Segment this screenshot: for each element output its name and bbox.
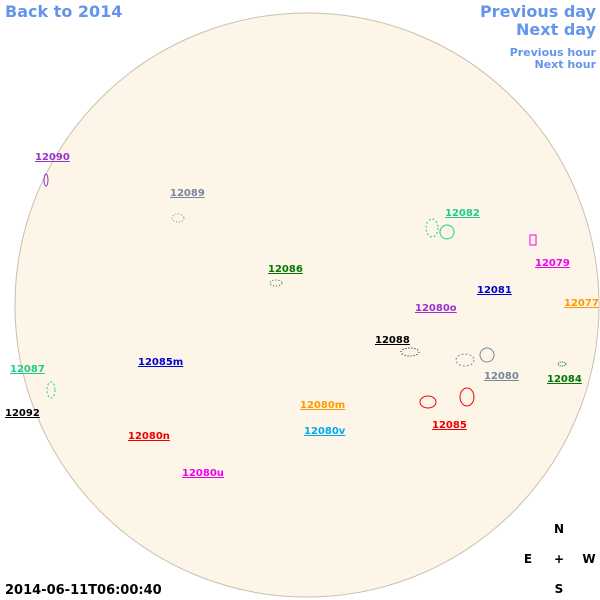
region-label[interactable]: 12090 bbox=[35, 152, 70, 163]
compass-n: N bbox=[554, 522, 564, 536]
spot bbox=[171, 213, 185, 223]
region-label[interactable]: 12086 bbox=[268, 264, 303, 275]
region-label[interactable]: 12080o bbox=[415, 303, 457, 314]
region-label[interactable]: 12081 bbox=[477, 285, 512, 296]
region-label[interactable]: 12087 bbox=[10, 364, 45, 375]
region-label[interactable]: 12082 bbox=[445, 208, 480, 219]
next-day-link[interactable]: Next day bbox=[516, 20, 597, 39]
solar-disk bbox=[14, 12, 600, 598]
region-label[interactable]: 12080 bbox=[484, 371, 519, 382]
spot bbox=[529, 234, 537, 246]
prev-day-link[interactable]: Previous day bbox=[480, 2, 597, 21]
spot bbox=[419, 395, 437, 409]
spot bbox=[479, 347, 495, 363]
compass-w: W bbox=[582, 552, 595, 566]
region-label[interactable]: 12080n bbox=[128, 431, 170, 442]
spot bbox=[557, 361, 567, 367]
prev-hour-link[interactable]: Previous hour bbox=[510, 46, 597, 59]
spot bbox=[269, 279, 283, 287]
spot bbox=[459, 387, 475, 407]
region-label[interactable]: 12084 bbox=[547, 374, 582, 385]
region-label[interactable]: 12088 bbox=[375, 335, 410, 346]
region-label[interactable]: 12085 bbox=[432, 420, 467, 431]
spot bbox=[43, 173, 49, 187]
compass-center: + bbox=[554, 552, 564, 566]
spots bbox=[43, 173, 567, 409]
region-label[interactable]: 12092 bbox=[5, 408, 40, 419]
spot bbox=[400, 347, 420, 357]
region-label[interactable]: 12079 bbox=[535, 258, 570, 269]
region-label[interactable]: 12085m bbox=[138, 357, 183, 368]
timestamp: 2014-06-11T06:00:40 bbox=[5, 583, 162, 598]
compass-s: S bbox=[555, 582, 564, 596]
region-label[interactable]: 12089 bbox=[170, 188, 205, 199]
back-link[interactable]: Back to 2014 bbox=[5, 2, 122, 21]
compass-e: E bbox=[524, 552, 532, 566]
spot bbox=[46, 381, 56, 399]
next-hour-link[interactable]: Next hour bbox=[535, 58, 597, 71]
region-label[interactable]: 12080m bbox=[300, 400, 345, 411]
region-label[interactable]: 12080u bbox=[182, 468, 224, 479]
spot bbox=[439, 224, 455, 240]
region-label[interactable]: 12077 bbox=[564, 298, 599, 309]
region-label[interactable]: 12080v bbox=[304, 426, 346, 437]
spot bbox=[425, 218, 439, 238]
spot bbox=[455, 353, 475, 367]
